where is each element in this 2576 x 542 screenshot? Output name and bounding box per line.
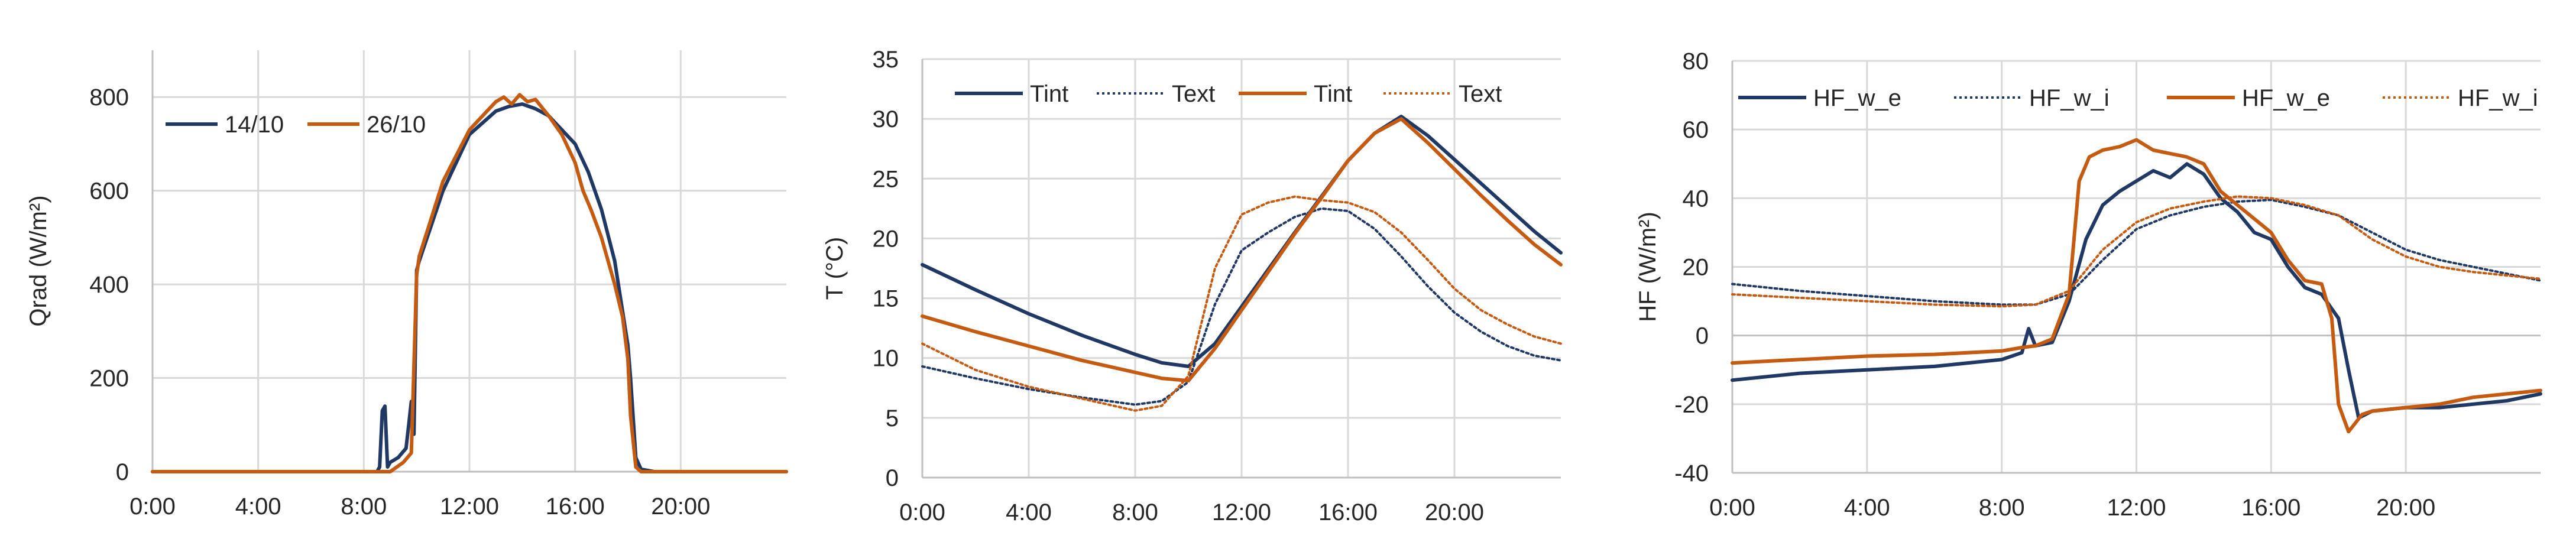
legend-label: Text [1459,81,1502,107]
chart-panel-3: -40 -20 0 20 40 60 80 0:00 4:00 8:00 12:00 16:00 20:… [1635,48,2542,521]
legend-label: Tint [1030,81,1068,107]
x-tick-label: 16:00 [1318,499,1378,525]
legend-label: Text [1172,81,1215,107]
series-line-text [921,207,1562,406]
y-axis-label: T (°C) [822,237,848,300]
y-tick-label: -40 [1674,460,1709,486]
x-tick-label: 0:00 [1709,495,1755,521]
y-tick-label: 15 [873,286,899,312]
x-tick-label: 12:00 [1212,499,1271,525]
x-tick-label: 0:00 [899,499,945,525]
y-tick-label: 600 [89,178,129,205]
y-tick-label: 800 [89,85,129,111]
y-tick-label: 25 [873,166,899,192]
y-tick-label: 0 [886,465,899,491]
x-tick-label: 12:00 [440,494,499,520]
legend-label: 14/10 [225,112,284,138]
series-line-26-10 [151,93,788,473]
legend-label: HF_w_e [1813,85,1901,111]
y-tick-label: 400 [89,272,129,298]
y-tick-label: 35 [873,47,899,73]
x-tick-label: 8:00 [1112,499,1158,525]
series-line-text [921,195,1562,412]
x-tick-label: 20:00 [2376,495,2435,521]
y-tick-label: -20 [1674,392,1709,418]
legend-label: HF_w_e [2242,85,2330,111]
y-tick-label: 40 [1683,186,1709,212]
x-tick-label: 0:00 [129,494,176,520]
y-tick-label: 20 [873,226,899,252]
legend: 14/10 26/10 [166,112,426,138]
y-tick-label: 5 [886,405,899,431]
legend: HF_w_e HF_w_i HF_w_e HF_w_i [1738,85,2538,111]
legend-label: HF_w_i [2458,85,2538,111]
x-tick-label: 4:00 [1844,495,1890,521]
y-tick-label: 0 [116,459,129,485]
x-tick-label: 16:00 [2241,495,2300,521]
y-tick-label: 10 [873,346,899,372]
x-tick-label: 8:00 [341,494,387,520]
y-axis-label: HF (W/m²) [1635,212,1661,322]
legend-label: HF_w_i [2029,85,2110,111]
x-tick-label: 8:00 [1979,495,2025,521]
x-tick-label: 20:00 [1425,499,1484,525]
x-tick-label: 20:00 [651,494,710,520]
y-tick-label: 30 [873,106,899,132]
y-tick-label: 80 [1683,48,1709,74]
y-tick-label: 20 [1683,255,1709,281]
y-tick-label: 200 [89,366,129,392]
x-tick-label: 4:00 [235,494,281,520]
series-line-tint [921,117,1563,383]
x-tick-label: 16:00 [546,494,605,520]
legend-label: 26/10 [367,112,426,138]
series-line-hf-w-i [1731,195,2542,308]
series-line-hf-w-i [1731,199,2542,306]
chart-panel-1: 0 200 400 600 800 0:00 4:00 8:00 12:00 16:00 20:00… [25,50,788,520]
x-tick-label: 4:00 [1006,499,1052,525]
series-line-hf-w-e [1731,138,2542,434]
legend-label: Tint [1314,81,1352,107]
legend: Tint Text Tint Text [955,81,1502,107]
x-tick-label: 12:00 [2107,495,2166,521]
chart-panel-2: 0 5 10 15 20 25 30 35 0:00 4:00 8:00 12:00 16:00 20:0… [822,47,1563,525]
y-tick-label: 60 [1683,117,1709,143]
y-axis-label: Qrad (W/m²) [25,195,51,326]
y-tick-label: 0 [1696,323,1709,349]
